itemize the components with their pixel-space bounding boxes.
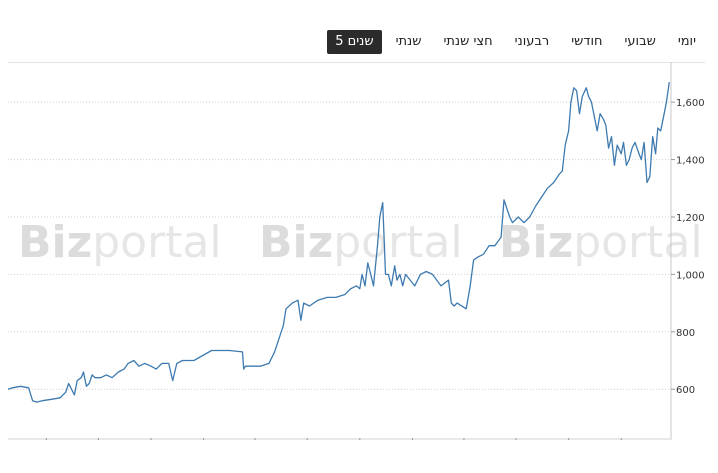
period-tab-monthly[interactable]: חודשי bbox=[571, 34, 603, 49]
price-series-line bbox=[7, 82, 670, 403]
period-tab-yearly[interactable]: שנתי bbox=[395, 34, 422, 49]
period-tab-quarterly[interactable]: רבעוני bbox=[514, 34, 550, 49]
svg-text:Bizportal: Bizportal bbox=[499, 217, 703, 268]
grid-lines bbox=[8, 101, 671, 390]
price-chart: Bizportal Bizportal Bizportal 600 800 1,00… bbox=[0, 61, 705, 454]
y-tick-label: 1,600 bbox=[676, 98, 705, 109]
y-tick-label: 600 bbox=[676, 385, 695, 396]
watermark-bold-text: Biz bbox=[259, 217, 333, 268]
chart-canvas: Bizportal Bizportal Bizportal 6008001,00… bbox=[0, 61, 705, 454]
period-selector: יומי שבועי חודשי רבעוני חצי שנתי שנתי 5 … bbox=[327, 30, 704, 54]
watermark-light-text: portal bbox=[92, 217, 221, 268]
y-tick-label: 1,400 bbox=[676, 156, 705, 167]
watermark-bold-text: Biz bbox=[18, 217, 92, 268]
period-tab-5-years[interactable]: 5 שנים bbox=[327, 30, 382, 54]
y-tick-label: 1,000 bbox=[676, 270, 705, 281]
svg-text:Bizportal: Bizportal bbox=[259, 217, 463, 268]
watermark-light-text: portal bbox=[333, 217, 462, 268]
y-tick-label: 1,200 bbox=[676, 213, 705, 224]
watermark-bold-text: Biz bbox=[499, 217, 573, 268]
watermark-light-text: portal bbox=[573, 217, 702, 268]
watermark: Bizportal Bizportal Bizportal bbox=[18, 217, 703, 268]
y-axis-ticks: 600 800 1,000 1,200 1,400 1,600 bbox=[671, 98, 705, 396]
series-layer bbox=[7, 82, 670, 403]
plot-background bbox=[8, 62, 671, 440]
y-tick-label: 800 bbox=[676, 328, 695, 339]
period-tab-daily[interactable]: יומי bbox=[677, 34, 696, 49]
x-axis-strip bbox=[8, 438, 671, 454]
svg-text:Bizportal: Bizportal bbox=[18, 217, 222, 268]
period-tab-half-year[interactable]: חצי שנתי bbox=[443, 34, 493, 49]
period-tab-weekly[interactable]: שבועי bbox=[624, 34, 656, 49]
